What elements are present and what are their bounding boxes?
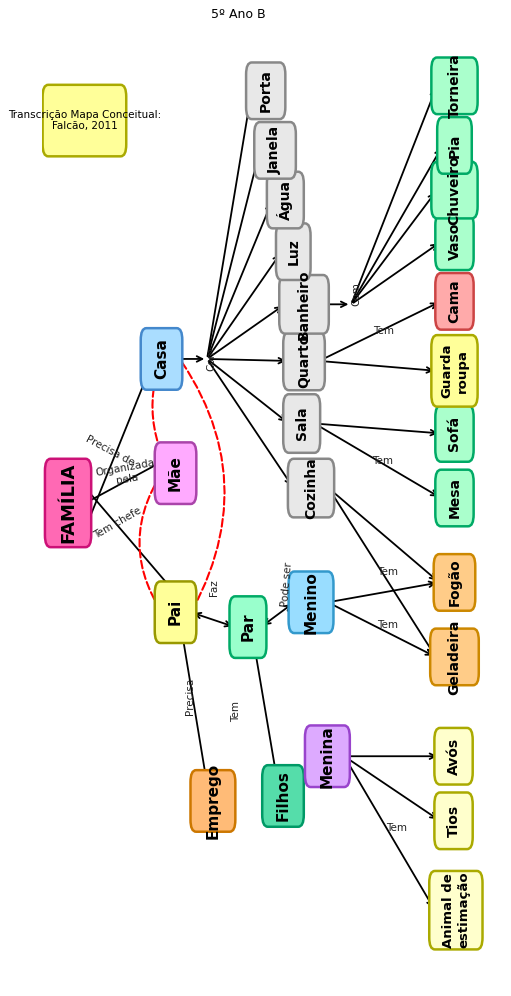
Text: Tem: Tem — [374, 326, 394, 336]
FancyBboxPatch shape — [267, 171, 304, 228]
FancyBboxPatch shape — [435, 273, 474, 330]
FancyBboxPatch shape — [434, 728, 473, 785]
Text: Pia: Pia — [448, 133, 461, 157]
Text: Menina: Menina — [320, 725, 335, 788]
FancyBboxPatch shape — [246, 63, 285, 120]
Text: Fogão: Fogão — [448, 559, 461, 607]
Text: Filhos: Filhos — [275, 771, 290, 822]
Text: Tios: Tios — [447, 805, 460, 837]
Text: Torneira: Torneira — [448, 54, 461, 119]
FancyBboxPatch shape — [430, 628, 479, 685]
FancyBboxPatch shape — [431, 58, 478, 115]
Text: Animal de
estimação: Animal de estimação — [442, 872, 470, 948]
Text: Quarto: Quarto — [297, 334, 311, 388]
Text: Sofá: Sofá — [448, 416, 461, 451]
FancyBboxPatch shape — [155, 442, 196, 504]
FancyBboxPatch shape — [262, 765, 304, 827]
Text: Emprego: Emprego — [205, 763, 220, 839]
Text: Tem: Tem — [377, 568, 398, 578]
FancyBboxPatch shape — [42, 85, 126, 156]
FancyBboxPatch shape — [434, 554, 475, 611]
Text: Guarda
roupa: Guarda roupa — [440, 344, 469, 398]
Text: Casa: Casa — [154, 339, 169, 379]
FancyBboxPatch shape — [276, 223, 311, 280]
Text: Tem: Tem — [377, 620, 398, 629]
Text: Mesa: Mesa — [448, 477, 461, 519]
FancyBboxPatch shape — [435, 405, 474, 462]
Text: Sala: Sala — [295, 406, 309, 440]
FancyBboxPatch shape — [289, 572, 334, 633]
Text: Precisa: Precisa — [184, 678, 195, 715]
Text: Tem: Tem — [231, 701, 241, 722]
FancyBboxPatch shape — [45, 459, 91, 547]
Text: Precisa de: Precisa de — [84, 434, 136, 468]
Text: Porta: Porta — [259, 70, 273, 113]
FancyBboxPatch shape — [435, 470, 474, 526]
Text: Janela: Janela — [268, 126, 282, 174]
Text: Tem chefe: Tem chefe — [91, 505, 143, 541]
Text: FAMÍLIA: FAMÍLIA — [59, 463, 77, 543]
Text: Com: Com — [351, 283, 361, 307]
Text: Água: Água — [277, 180, 293, 220]
Text: Mãe: Mãe — [168, 455, 183, 491]
FancyBboxPatch shape — [429, 871, 482, 949]
FancyBboxPatch shape — [229, 597, 266, 658]
FancyBboxPatch shape — [431, 161, 478, 218]
Text: Vaso: Vaso — [448, 223, 461, 260]
Text: Pode ser: Pode ser — [280, 562, 293, 608]
Text: Par: Par — [241, 613, 256, 641]
Text: Luz: Luz — [286, 238, 300, 265]
FancyBboxPatch shape — [288, 459, 334, 517]
FancyBboxPatch shape — [155, 582, 196, 643]
Text: Tem: Tem — [372, 456, 393, 466]
Text: Pai: Pai — [168, 600, 183, 625]
FancyBboxPatch shape — [280, 275, 329, 334]
FancyBboxPatch shape — [283, 394, 320, 453]
Text: Banheiro: Banheiro — [297, 269, 311, 340]
Text: Organizada
pela: Organizada pela — [95, 457, 158, 489]
FancyBboxPatch shape — [254, 123, 296, 178]
Text: Cozinha: Cozinha — [304, 457, 318, 519]
FancyBboxPatch shape — [283, 332, 325, 390]
Text: Geladeira: Geladeira — [448, 620, 461, 694]
Text: Transcrição Mapa Conceitual:
Falcão, 2011: Transcrição Mapa Conceitual: Falcão, 201… — [8, 110, 161, 131]
Text: Menino: Menino — [304, 571, 318, 633]
FancyBboxPatch shape — [437, 118, 472, 173]
Text: Tem: Tem — [386, 824, 407, 834]
Text: 5º Ano B: 5º Ano B — [212, 8, 266, 21]
Text: Com: Com — [207, 347, 217, 371]
Text: Faz: Faz — [209, 579, 219, 596]
FancyBboxPatch shape — [435, 213, 474, 270]
FancyBboxPatch shape — [191, 770, 236, 832]
FancyBboxPatch shape — [141, 328, 182, 389]
Text: Cama: Cama — [448, 280, 461, 323]
FancyBboxPatch shape — [431, 335, 478, 406]
Text: Avós: Avós — [447, 738, 460, 775]
FancyBboxPatch shape — [305, 725, 350, 787]
FancyBboxPatch shape — [434, 793, 473, 850]
Text: Chuveiro: Chuveiro — [448, 155, 461, 225]
